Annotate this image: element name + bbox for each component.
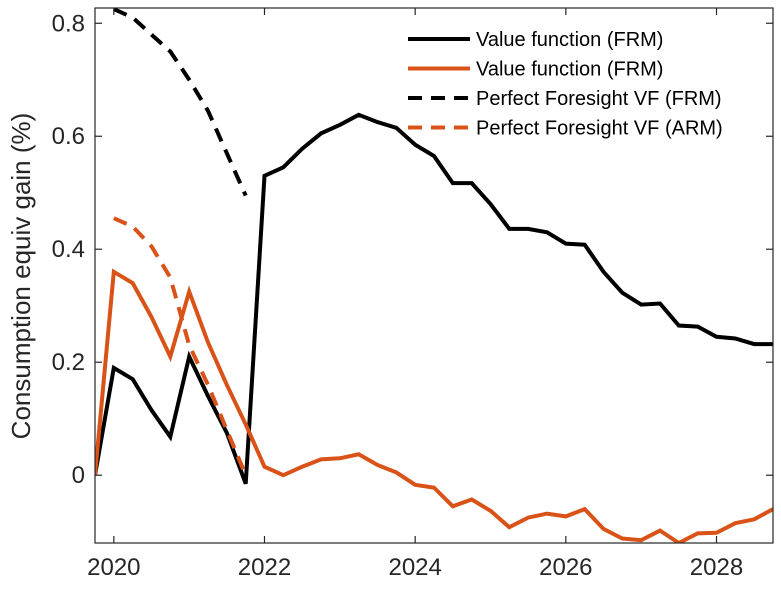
legend-label: Perfect Foresight VF (FRM) bbox=[476, 88, 722, 110]
legend-label: Value function (FRM) bbox=[476, 59, 663, 81]
series-line-1 bbox=[95, 268, 773, 543]
series-line-2 bbox=[112, 8, 248, 197]
series-lines bbox=[95, 8, 773, 543]
legend: Value function (FRM) Value function (FRM)… bbox=[408, 29, 723, 140]
y-tick-label: 0.4 bbox=[52, 236, 85, 263]
series-line-0 bbox=[95, 112, 773, 485]
y-tick-label: 0.8 bbox=[52, 10, 85, 37]
x-tick-label: 2028 bbox=[690, 554, 743, 581]
x-tick-label: 2024 bbox=[388, 554, 441, 581]
x-tick-label: 2026 bbox=[539, 554, 592, 581]
y-tick-label: 0.6 bbox=[52, 123, 85, 150]
plot-frame bbox=[94, 7, 774, 544]
series-line-3 bbox=[112, 216, 248, 476]
y-tick-label: 0 bbox=[72, 462, 85, 489]
legend-label: Perfect Foresight VF (ARM) bbox=[476, 118, 723, 140]
y-axis-label: Consumption equiv gain (%) bbox=[6, 113, 36, 440]
x-tick-label: 2022 bbox=[238, 554, 291, 581]
y-tick-label: 0.2 bbox=[52, 349, 85, 376]
x-tick-label: 2020 bbox=[87, 554, 140, 581]
axis-ticks: 2020 2022 2024 2026 2028 0 0.2 0.4 0.6 0.8 bbox=[52, 8, 773, 581]
legend-label: Value function (FRM) bbox=[476, 29, 663, 51]
